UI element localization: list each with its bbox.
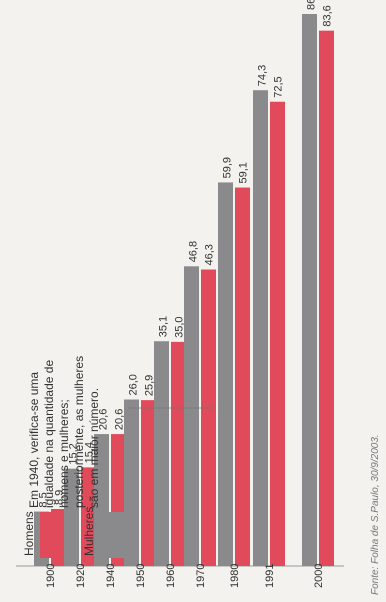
bar-homens-1980 xyxy=(235,187,250,567)
bar-mulheres-1950 xyxy=(124,399,139,566)
legend-swatch-homens xyxy=(40,512,64,558)
bar-homens-1991 xyxy=(270,101,285,566)
value-label-mulheres-1970: 46,8 xyxy=(188,241,200,262)
value-label-homens-1950: 25,9 xyxy=(144,375,156,396)
bar-mulheres-1960 xyxy=(154,341,169,566)
value-label-mulheres-1920: 15,2 xyxy=(68,443,80,464)
bar-homens-1960 xyxy=(171,341,186,566)
value-label-mulheres-1960: 35,1 xyxy=(158,316,170,337)
source-note: Fonte: Folha de S.Paulo, 30/9/2003. xyxy=(370,434,381,595)
tick-label-1980: 1980 xyxy=(229,564,241,588)
value-label-homens-2000: 83,6 xyxy=(322,5,334,26)
annotation-line-2: igualdade na quantidade de xyxy=(42,360,56,508)
tick-label-1940: 1940 xyxy=(105,564,117,588)
bar-mulheres-2000 xyxy=(302,14,317,566)
legend-label-mulheres: Mulheres xyxy=(82,507,96,556)
tick-label-1950: 1950 xyxy=(135,564,147,588)
value-label-mulheres-1950: 26,0 xyxy=(128,374,140,395)
bar-homens-1950 xyxy=(141,400,156,566)
bar-mulheres-1980 xyxy=(218,182,233,566)
annotation-line-5: são em maior número. xyxy=(87,388,101,508)
bar-homens-1920 xyxy=(81,467,96,566)
value-label-homens-1960: 35,0 xyxy=(174,316,186,337)
legend-swatch-mulheres xyxy=(100,512,124,558)
value-label-homens-1940: 20,6 xyxy=(114,409,126,430)
bar-homens-1970 xyxy=(201,269,216,566)
tick-label-1970: 1970 xyxy=(195,564,207,588)
bar-mulheres-1991 xyxy=(253,90,268,567)
bar-homens-2000 xyxy=(319,30,334,566)
value-label-homens-1900: 8,9 xyxy=(54,490,66,505)
value-label-mulheres-1980: 59,9 xyxy=(222,157,234,178)
value-label-homens-1920: 15,4 xyxy=(84,442,96,463)
tick-label-1920: 1920 xyxy=(75,564,87,588)
value-label-mulheres-2000: 86,2 xyxy=(306,0,318,10)
annotation-line-4: posteriormente, as mulheres xyxy=(72,356,86,508)
tick-label-2000: 2000 xyxy=(313,564,325,588)
annotation-line-3: homens e mulheres; xyxy=(57,399,71,508)
bar-mulheres-1920 xyxy=(64,468,79,566)
value-label-homens-1991: 72,5 xyxy=(273,76,285,97)
tick-label-1991: 1991 xyxy=(264,564,276,588)
annotation-line-1: Em 1940, verifica-se uma xyxy=(27,372,41,508)
tick-label-1960: 1960 xyxy=(165,564,177,588)
value-label-homens-1970: 46,3 xyxy=(204,244,216,265)
legend-label-homens: Homens xyxy=(22,511,36,556)
value-label-mulheres-1900: 8,5 xyxy=(38,492,50,507)
value-label-mulheres-1991: 74,3 xyxy=(257,65,269,86)
value-label-homens-1980: 59,1 xyxy=(238,162,250,183)
value-label-mulheres-1940: 20,6 xyxy=(98,409,110,430)
tick-label-1900: 1900 xyxy=(45,564,57,588)
bar-mulheres-1970 xyxy=(184,266,199,566)
